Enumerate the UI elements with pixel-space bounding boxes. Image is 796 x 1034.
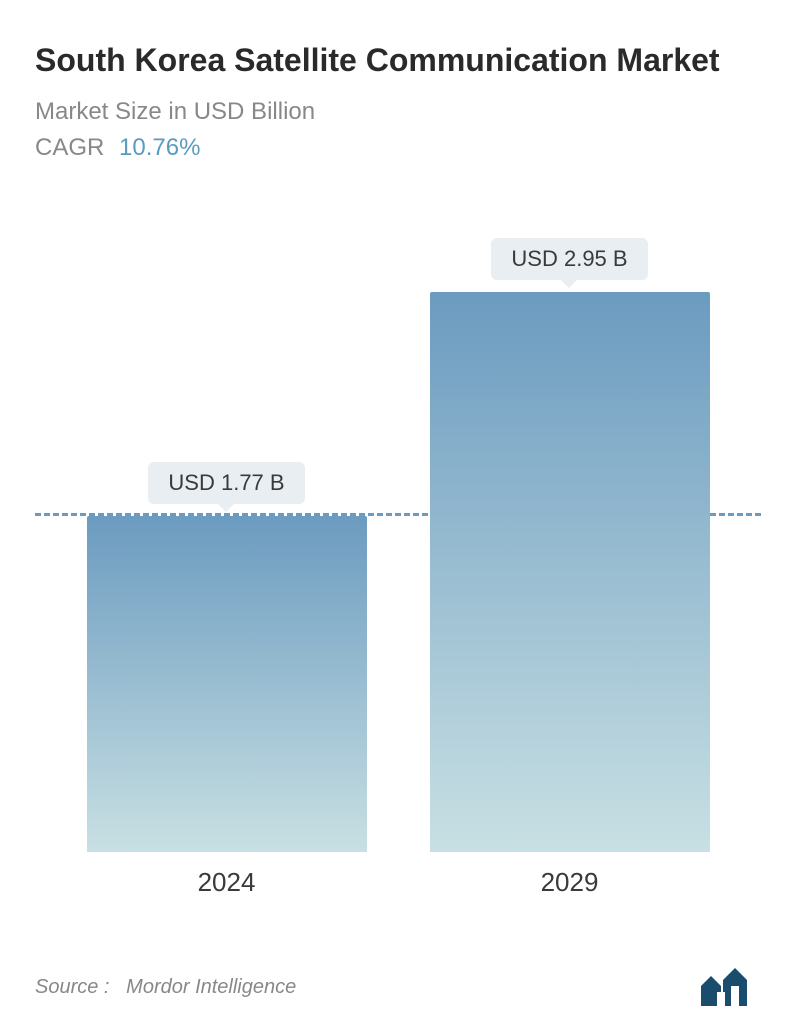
bar-value-label: USD 2.95 B	[491, 238, 647, 280]
cagr-label: CAGR	[35, 134, 104, 161]
bars-container: USD 1.77 B USD 2.95 B	[35, 192, 761, 852]
chart-subtitle: Market Size in USD Billion	[35, 98, 761, 126]
x-axis-label: 2029	[430, 867, 710, 898]
bar-group: USD 2.95 B	[430, 238, 710, 852]
bar-value-label: USD 1.77 B	[148, 462, 304, 504]
bar	[87, 516, 367, 852]
source-attribution: Source : Mordor Intelligence	[35, 976, 296, 999]
brand-logo	[701, 968, 761, 1006]
x-axis-label: 2024	[87, 867, 367, 898]
x-axis-labels: 2024 2029	[35, 852, 761, 898]
chart-footer: Source : Mordor Intelligence	[35, 968, 761, 1006]
chart-title: South Korea Satellite Communication Mark…	[35, 40, 761, 80]
source-name: Mordor Intelligence	[126, 976, 296, 998]
source-label: Source :	[35, 976, 109, 998]
bar-group: USD 1.77 B	[87, 462, 367, 852]
cagr-row: CAGR 10.76%	[35, 134, 761, 162]
bar	[430, 292, 710, 852]
chart-area: USD 1.77 B USD 2.95 B	[35, 192, 761, 852]
cagr-value: 10.76%	[119, 134, 200, 161]
